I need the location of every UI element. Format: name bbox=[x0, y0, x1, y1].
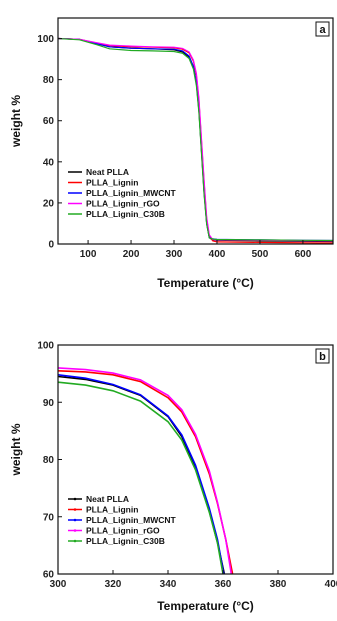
legend-label: Neat PLLA bbox=[86, 167, 129, 177]
legend-label: PLLA_Lignin_C30B bbox=[86, 536, 165, 546]
x-axis-label: Temperature (°C) bbox=[157, 599, 254, 613]
legend-label: Neat PLLA bbox=[86, 494, 129, 504]
series-line-4 bbox=[58, 37, 333, 242]
y-tick-label: 60 bbox=[43, 116, 55, 127]
legend-label: PLLA_Lignin bbox=[86, 505, 138, 515]
y-tick-label: 60 bbox=[43, 570, 55, 581]
legend-label: PLLA_Lignin_rGO bbox=[86, 526, 160, 536]
chart-panel-b: 300 320 340 360 380 400 60 70 80 90 100 Temperature… bbox=[9, 341, 337, 614]
chart-panel-a: 100 200 300 400 500 600 0 20 40 60 80 100 Temperatur… bbox=[9, 17, 334, 290]
legend-marker bbox=[73, 529, 77, 532]
legend-marker bbox=[73, 508, 77, 511]
y-axis-label: weight % bbox=[9, 95, 23, 148]
x-tick-label: 340 bbox=[160, 579, 177, 590]
y-tick-label: 70 bbox=[43, 512, 55, 523]
x-tick-label: 400 bbox=[209, 249, 226, 260]
x-tick-label: 300 bbox=[50, 579, 67, 590]
panel-tag-box bbox=[315, 348, 330, 364]
legend-label: PLLA_Lignin_rGO bbox=[86, 199, 160, 209]
legend-label: PLLA_Lignin_MWCNT bbox=[86, 515, 177, 525]
series-line-3 bbox=[58, 367, 233, 574]
x-tick-label: 300 bbox=[166, 249, 183, 260]
y-tick-label: 100 bbox=[37, 34, 54, 45]
legend-marker bbox=[73, 497, 77, 501]
x-tick-label: 360 bbox=[215, 579, 232, 590]
y-tick-label: 40 bbox=[43, 157, 55, 168]
series-line-2 bbox=[58, 374, 225, 574]
panel-tag-box bbox=[315, 21, 330, 37]
y-tick-label: 90 bbox=[43, 398, 55, 409]
y-tick-label: 80 bbox=[43, 455, 55, 466]
series-line-4 bbox=[58, 381, 224, 574]
legend-marker bbox=[73, 539, 77, 543]
x-tick-label: 380 bbox=[270, 579, 287, 590]
x-tick-label: 500 bbox=[252, 249, 269, 260]
x-axis-label: Temperature (°C) bbox=[157, 276, 254, 290]
x-tick-label: 600 bbox=[295, 249, 312, 260]
legend-label: PLLA_Lignin_MWCNT bbox=[86, 188, 177, 198]
plot-frame bbox=[57, 17, 334, 245]
x-tick-label: 400 bbox=[325, 579, 337, 590]
x-tick-label: 100 bbox=[80, 249, 97, 260]
y-axis-label: weight % bbox=[9, 423, 23, 476]
legend-label: PLLA_Lignin_C30B bbox=[86, 209, 165, 219]
y-tick-label: 20 bbox=[43, 198, 55, 209]
y-tick-label: 80 bbox=[43, 75, 55, 86]
y-tick-label: 0 bbox=[48, 240, 54, 251]
x-tick-label: 320 bbox=[105, 579, 122, 590]
y-tick-label: 100 bbox=[37, 341, 54, 352]
panel-tag-label: a bbox=[319, 24, 326, 36]
panel-tag-label: b bbox=[319, 351, 326, 363]
x-tick-label: 200 bbox=[123, 249, 140, 260]
legend-marker bbox=[73, 518, 77, 522]
legend-label: PLLA_Lignin bbox=[86, 178, 138, 188]
